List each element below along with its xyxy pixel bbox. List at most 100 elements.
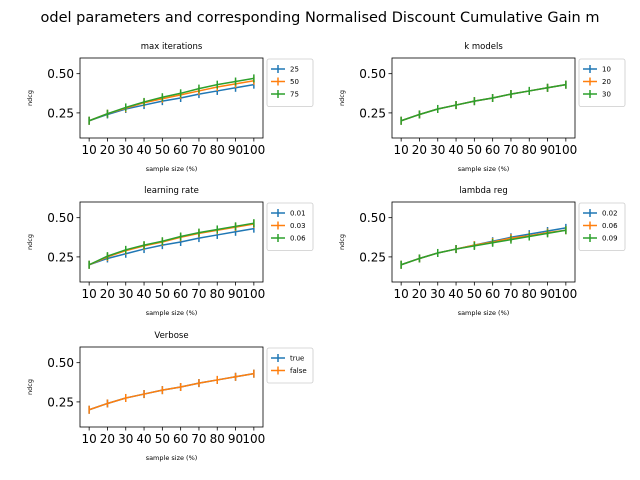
axes-frame <box>79 57 264 139</box>
x-tick-label: 60 <box>173 432 188 446</box>
x-tick-label: 80 <box>210 287 225 301</box>
legend-frame <box>266 347 314 384</box>
x-tick-label: 70 <box>191 287 206 301</box>
legend-label: true <box>290 355 304 363</box>
series-50 <box>88 76 255 125</box>
subplot-5: Verbose 10 20 30 40 50 60 70 80 90 100 0.25 0.50 samp… <box>26 331 314 462</box>
y-axis-label: ndcg <box>26 234 34 250</box>
series-line <box>88 223 254 266</box>
axes-frame <box>391 201 576 283</box>
series-true <box>88 369 255 414</box>
series-0.06 <box>88 219 255 269</box>
axes-frame <box>79 201 264 283</box>
x-tick-label: 90 <box>540 143 555 157</box>
subplot-title: lambda reg <box>459 186 508 196</box>
subplot-3: learning rate 10 20 30 40 50 60 70 80 90 100 0.25 0.… <box>26 186 314 317</box>
legend-label: 0.02 <box>602 210 618 218</box>
y-tick-label: 0.50 <box>359 211 386 225</box>
y-tick-label: 0.50 <box>47 356 74 370</box>
y-tick-label: 0.25 <box>47 250 74 264</box>
legend-label: 0.03 <box>290 222 306 230</box>
x-tick-label: 10 <box>394 287 409 301</box>
legend: 25 50 75 <box>266 58 314 107</box>
series-line <box>88 80 254 122</box>
axes-frame <box>79 346 264 428</box>
x-tick-label: 20 <box>412 143 427 157</box>
series-line <box>400 83 566 122</box>
y-axis-label: ndcg <box>26 90 34 106</box>
series-0.09 <box>400 226 567 269</box>
y-axis-label: ndcg <box>338 90 346 106</box>
series-25 <box>88 80 255 125</box>
legend: 10 20 30 <box>578 58 626 107</box>
x-tick-label: 20 <box>412 287 427 301</box>
x-tick-label: 70 <box>191 143 206 157</box>
x-tick-label: 60 <box>173 143 188 157</box>
subplot-title: Verbose <box>154 331 188 341</box>
x-tick-label: 60 <box>485 287 500 301</box>
x-tick-label: 20 <box>100 143 115 157</box>
x-tick-label: 100 <box>554 143 577 157</box>
x-tick-label: 10 <box>394 143 409 157</box>
subplot-title: k models <box>464 42 503 52</box>
x-tick-label: 100 <box>554 287 577 301</box>
x-axis-label: sample size (%) <box>146 454 198 462</box>
x-tick-label: 80 <box>522 143 537 157</box>
series-line <box>88 372 254 411</box>
x-tick-label: 80 <box>210 432 225 446</box>
x-tick-label: 90 <box>228 143 243 157</box>
series-20 <box>400 80 567 125</box>
legend-label: 25 <box>290 66 299 74</box>
x-tick-label: 30 <box>118 287 133 301</box>
legend-label: 10 <box>602 66 611 74</box>
x-tick-label: 40 <box>136 143 151 157</box>
x-axis-label: sample size (%) <box>146 309 198 317</box>
x-tick-label: 20 <box>100 287 115 301</box>
x-tick-label: 20 <box>100 432 115 446</box>
x-tick-label: 50 <box>155 432 170 446</box>
x-tick-label: 100 <box>242 432 265 446</box>
series-line <box>88 77 254 122</box>
axes-frame <box>391 57 576 139</box>
legend: true false <box>266 347 314 384</box>
y-tick-label: 0.25 <box>47 106 74 120</box>
series-line <box>88 227 254 266</box>
series-30 <box>400 80 567 125</box>
legend-label: 0.06 <box>290 235 306 243</box>
x-tick-label: 60 <box>173 287 188 301</box>
series-0.02 <box>400 223 567 269</box>
x-tick-label: 50 <box>155 287 170 301</box>
x-tick-label: 10 <box>82 287 97 301</box>
y-axis-label: ndcg <box>26 379 34 395</box>
x-tick-label: 30 <box>118 432 133 446</box>
y-tick-label: 0.50 <box>47 211 74 225</box>
legend-label: 75 <box>290 91 299 99</box>
legend-label: false <box>290 367 307 375</box>
x-tick-label: 30 <box>430 143 445 157</box>
x-tick-label: 80 <box>210 143 225 157</box>
series-line <box>88 83 254 122</box>
legend-label: 20 <box>602 78 611 86</box>
series-line <box>400 83 566 122</box>
x-tick-label: 70 <box>503 287 518 301</box>
figure-title: odel parameters and corresponding Normal… <box>41 10 600 26</box>
y-axis-label: ndcg <box>338 234 346 250</box>
x-tick-label: 100 <box>242 287 265 301</box>
y-tick-label: 0.25 <box>47 395 74 409</box>
x-tick-label: 30 <box>430 287 445 301</box>
y-tick-label: 0.50 <box>359 67 386 81</box>
series-0.01 <box>88 224 255 269</box>
subplot-title: learning rate <box>144 186 199 196</box>
series-line <box>88 222 254 266</box>
x-axis-label: sample size (%) <box>458 309 510 317</box>
legend-label: 0.09 <box>602 235 618 243</box>
x-tick-label: 90 <box>228 432 243 446</box>
x-tick-label: 40 <box>136 287 151 301</box>
x-tick-label: 50 <box>155 143 170 157</box>
series-line <box>88 372 254 411</box>
series-line <box>400 229 566 266</box>
series-line <box>400 229 566 266</box>
series-false <box>88 369 255 414</box>
x-tick-label: 10 <box>82 432 97 446</box>
